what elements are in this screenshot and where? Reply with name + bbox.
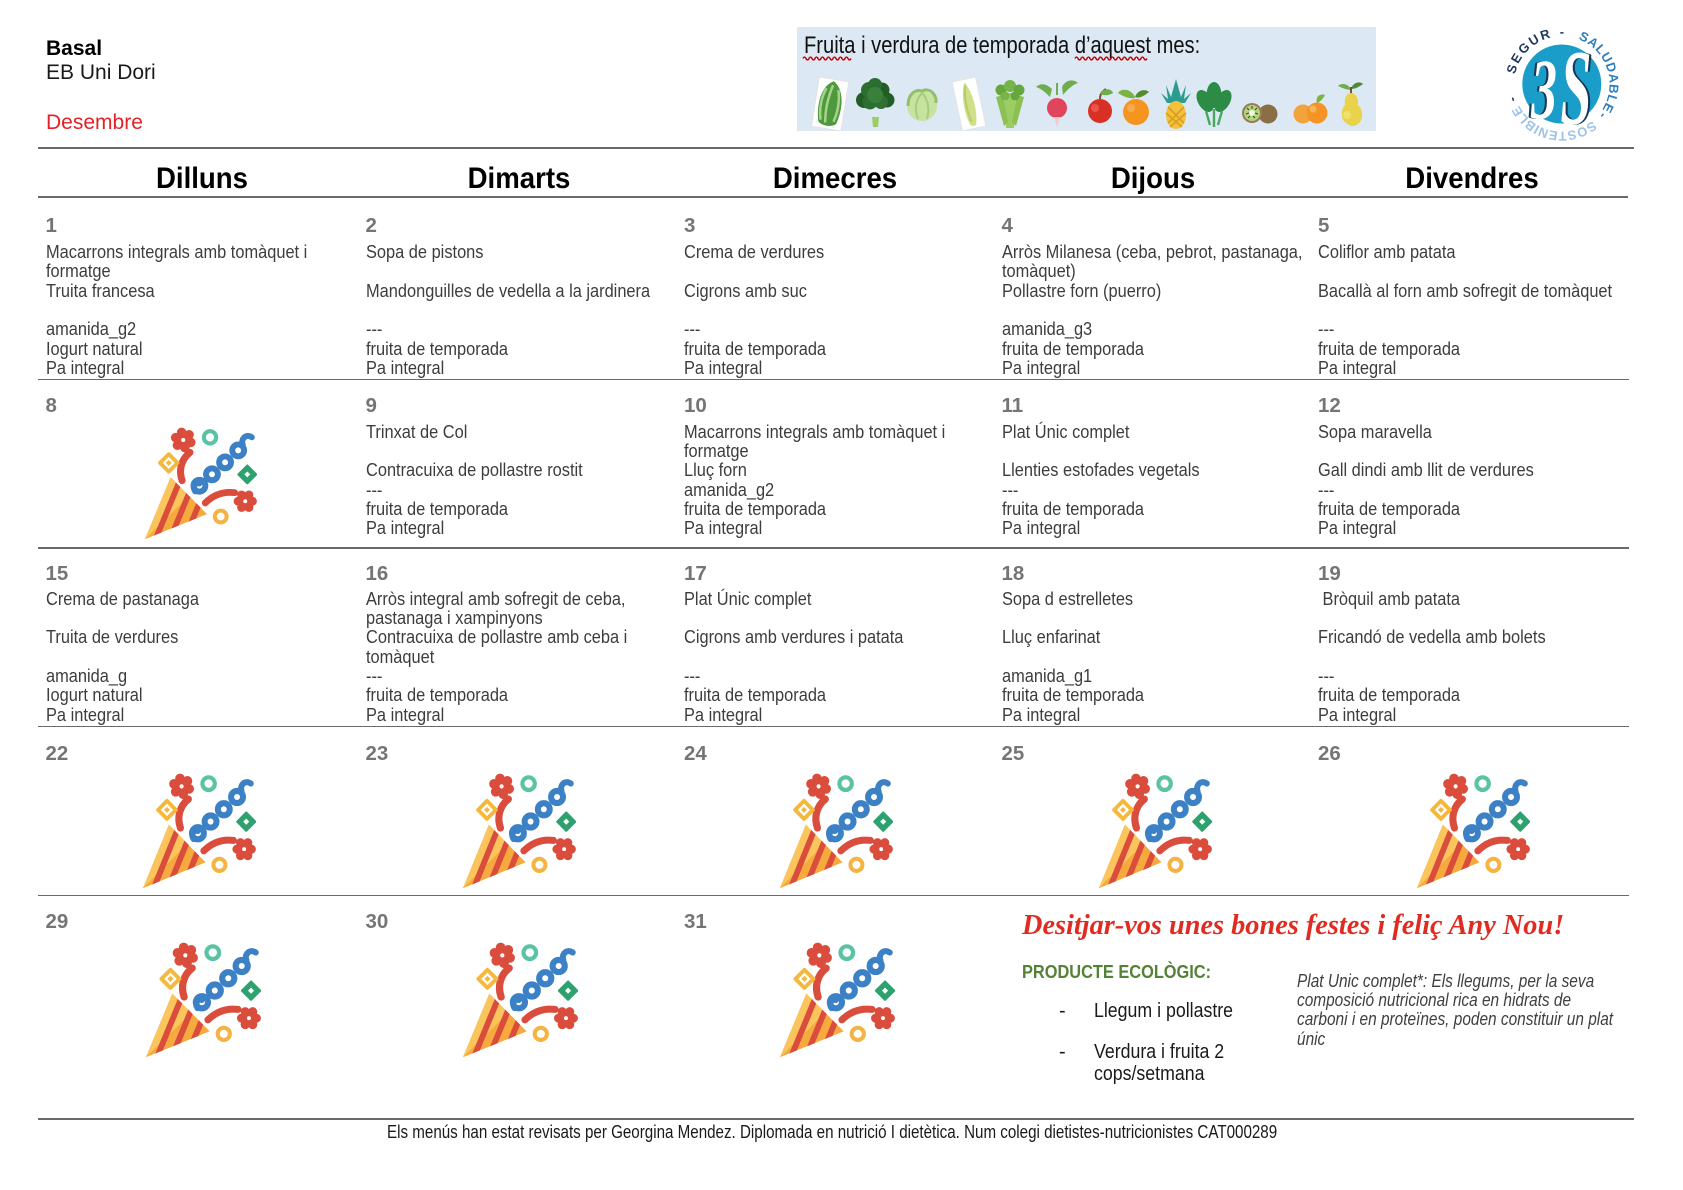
svg-text:3: 3 bbox=[1530, 43, 1557, 138]
svg-text:S: S bbox=[1562, 27, 1593, 147]
svg-text:3: 3 bbox=[1528, 43, 1555, 138]
svg-text:S: S bbox=[1560, 27, 1591, 147]
svg-text:-: - bbox=[1560, 24, 1564, 39]
svg-text:-: - bbox=[1506, 95, 1520, 104]
